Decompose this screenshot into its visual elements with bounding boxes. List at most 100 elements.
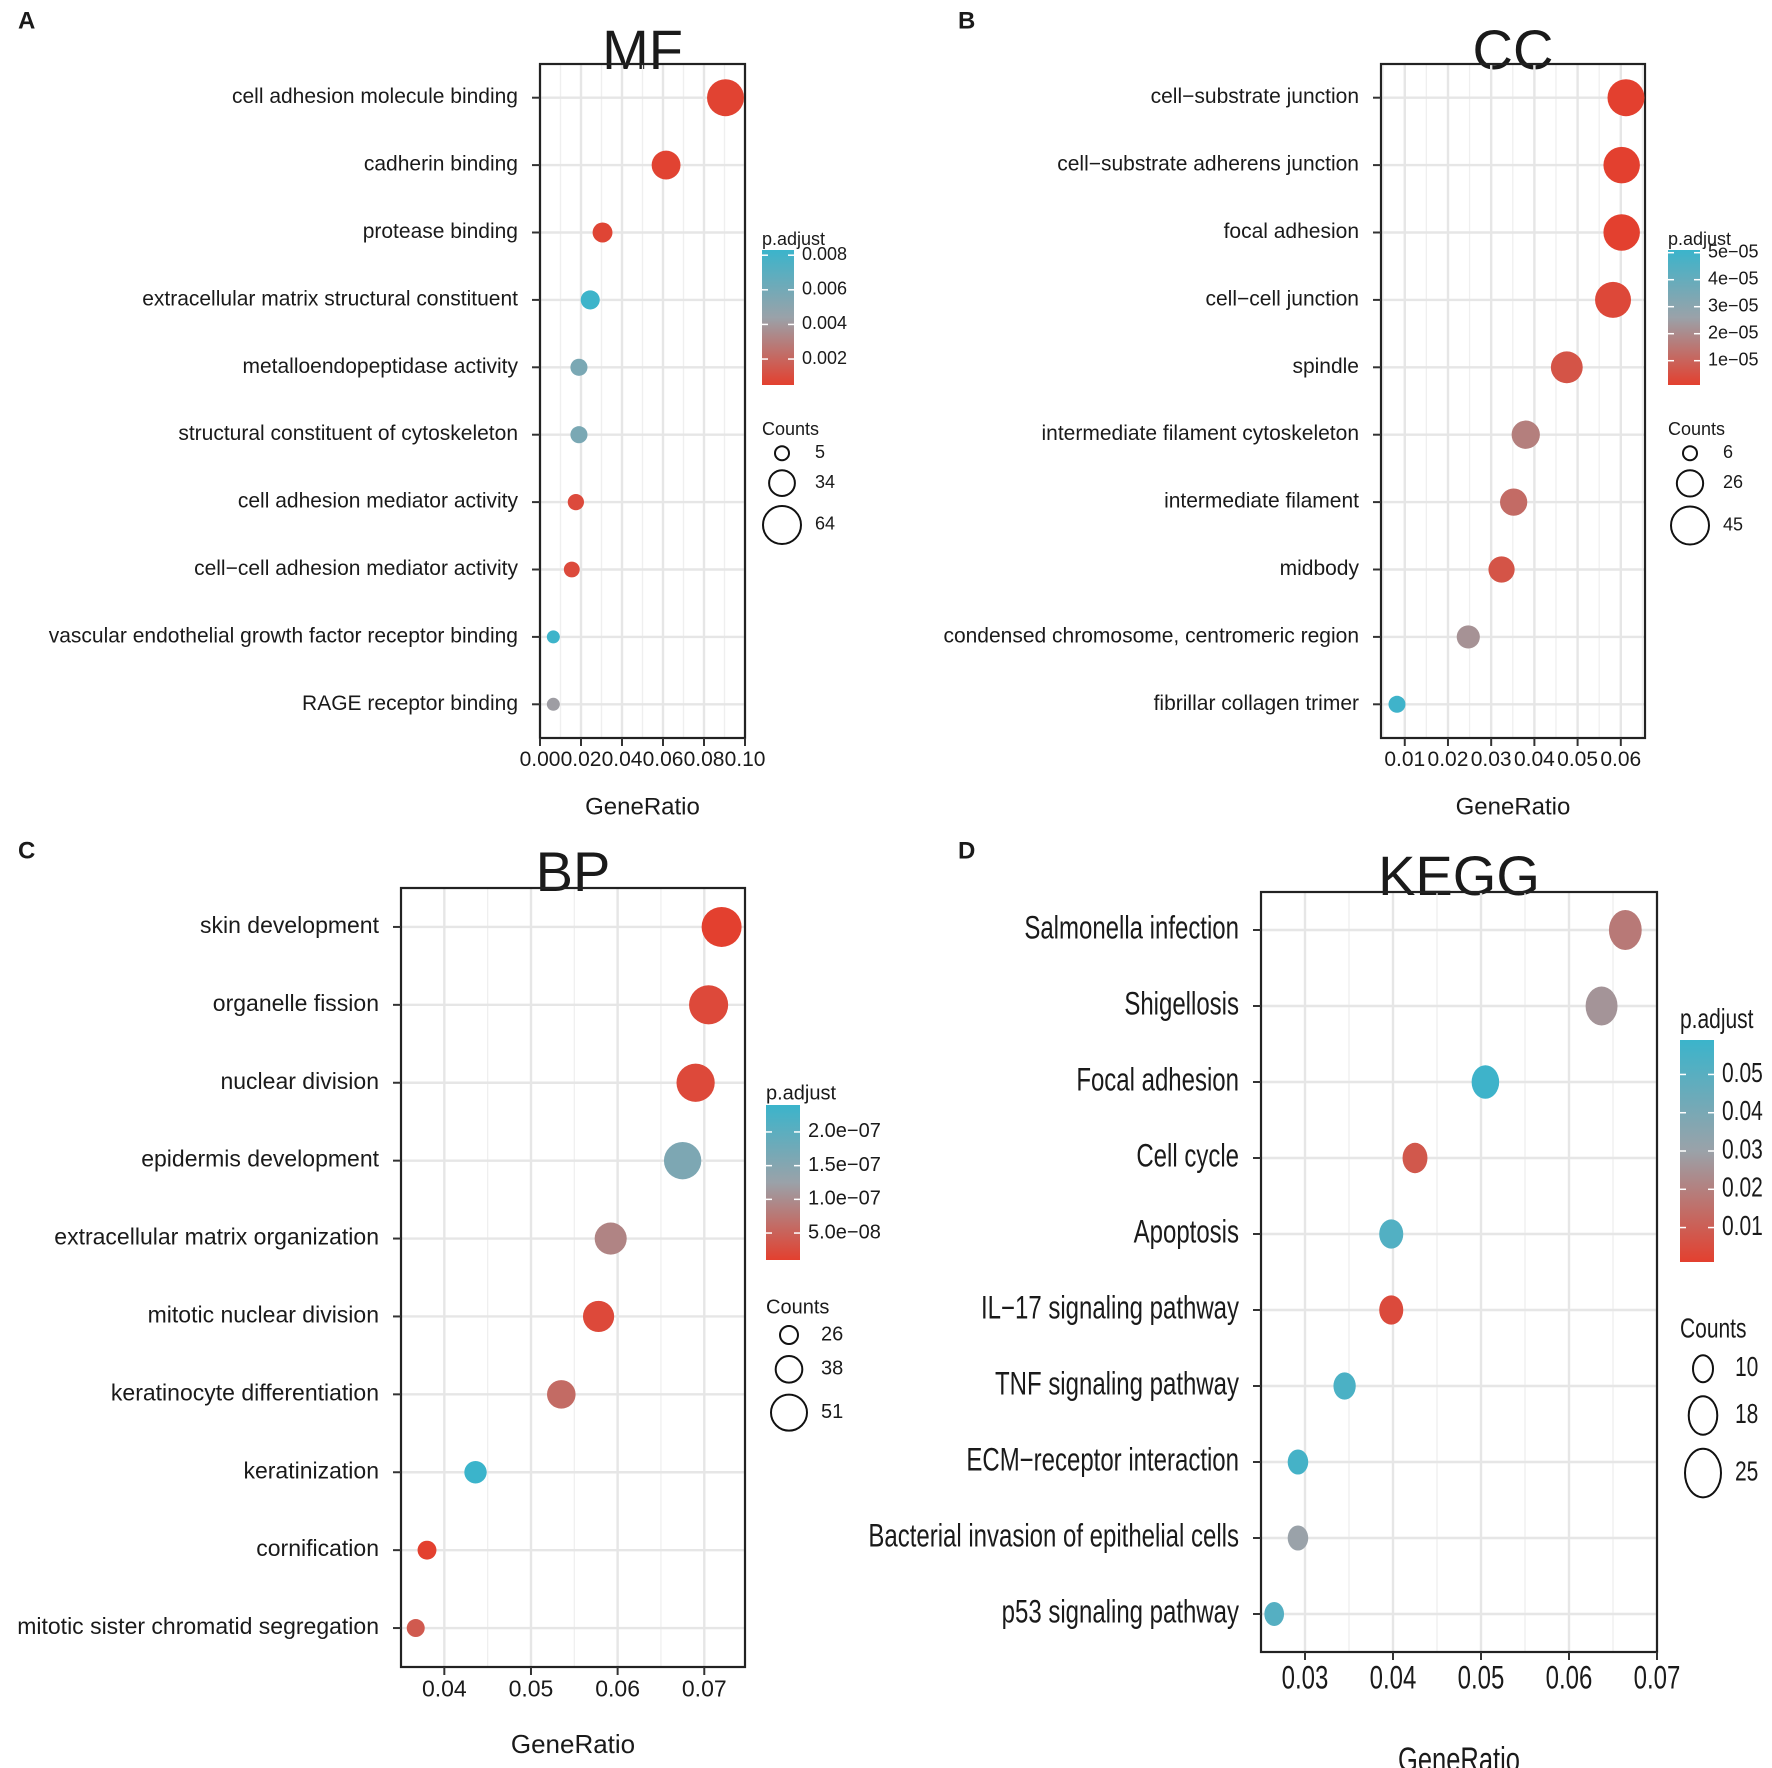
color-tick-label: 0.01 [1722,1211,1763,1242]
color-tick-label: 1.0e−07 [808,1188,881,1210]
data-point [417,1540,437,1560]
color-tick-label: 0.02 [1722,1173,1763,1204]
points [406,906,742,1638]
size-legend-circle [1692,1354,1714,1384]
y-tick-label: fibrillar collagen trimer [1154,692,1359,715]
size-legend-label: 26 [1723,472,1743,492]
color-tick-label: 3e−05 [1708,295,1759,315]
size-legend: Counts 26 38 51 [766,1296,843,1432]
size-legend-circle [1684,1447,1722,1499]
size-legend-label: 5 [815,442,825,462]
data-point [580,290,600,310]
x-tick-label: 0.01 [1384,748,1425,771]
x-tick-label: 0.06 [643,748,684,771]
size-legend-title: Counts [1680,1314,1747,1345]
x-tick-label: 0.06 [595,1676,640,1702]
data-point [689,985,729,1025]
y-tick-label: mitotic sister chromatid segregation [17,1613,379,1639]
size-legend: Counts 5 34 64 [762,419,835,545]
y-tick-label: intermediate filament cytoskeleton [1042,422,1360,445]
x-tick-label: 0.04 [1514,748,1555,771]
y-tick-label: IL−17 signaling pathway [981,1289,1240,1325]
data-point [651,150,681,180]
data-point [707,79,745,117]
y-tick-label: protease binding [363,220,518,243]
data-point [570,358,588,376]
color-bar [762,250,794,385]
data-point [1471,1065,1500,1099]
panel-letter: B [958,7,975,34]
y-tick-label: Focal adhesion [1076,1061,1239,1097]
y-tick-label: epidermis development [141,1146,379,1172]
y-tick-label: cadherin binding [364,153,518,176]
color-bar [766,1105,800,1260]
size-legend-circle [1675,469,1705,498]
x-tick-label: 0.05 [509,1676,554,1702]
color-tick-label: 2.0e−07 [808,1120,881,1142]
y-tick-label: spindle [1292,355,1359,378]
x-tick-label: 0.04 [1370,1659,1417,1695]
data-point [1550,351,1583,384]
color-tick-label: 0.04 [1722,1096,1763,1127]
chart-title: KEGG [1378,844,1540,907]
x-axis-label: GeneRatio [511,1729,635,1759]
size-legend-label: 45 [1723,514,1743,534]
x-axis-label: GeneRatio [1456,793,1571,820]
y-tick-label: cell−substrate junction [1151,85,1359,108]
size-legend-label: 25 [1735,1457,1758,1488]
data-point [563,561,580,578]
x-tick-label: 0.10 [725,748,766,771]
x-tick-label: 0.05 [1458,1659,1505,1695]
y-tick-label: cornification [256,1535,379,1561]
y-tick-label: cell−substrate adherens junction [1057,153,1359,176]
y-tick-label: metalloendopeptidase activity [242,355,518,378]
y-tick-label: midbody [1280,557,1360,580]
size-legend-label: 34 [815,472,835,492]
panel-letter: D [958,837,975,864]
y-tick-label: nuclear division [220,1068,379,1094]
color-tick-label: 0.002 [802,348,847,368]
size-legend-circle [1682,445,1698,462]
data-point [1388,695,1406,713]
y-tick-label: vascular endothelial growth factor recep… [49,624,518,647]
panel-c: C BP 0.04 0.05 0.06 0.07 GeneRatio skin develop… [17,837,881,1759]
size-legend-title: Counts [766,1296,829,1318]
data-point [546,630,560,644]
x-tick-label: 0.05 [1557,748,1598,771]
panel-d: D KEGG 0.03 0.04 0.05 0.06 0.07 GeneRatio Salmon… [868,837,1763,1768]
x-tick-label: 0.04 [422,1676,467,1702]
data-point [464,1461,487,1484]
panel-letter: A [18,7,35,34]
x-tick-label: 0.03 [1471,748,1512,771]
y-tick-label: condensed chromosome, centromeric region [943,624,1359,647]
panel-b: B CC0.01 0.02 0.03 0.04 0.05 0.06GeneRatiocell… [943,7,1758,820]
x-tick-label: 0.06 [1600,748,1641,771]
size-legend-label: 6 [1723,442,1733,462]
x-tick-label: 0.02 [1428,748,1469,771]
data-point [1603,214,1640,251]
x-tick-label: 0.02 [561,748,602,771]
data-point [594,1222,627,1255]
x-tick-label: 0.07 [682,1676,727,1702]
y-tick-label: Apoptosis [1134,1213,1239,1249]
x-axis-label: GeneRatio [585,793,700,820]
data-point [592,222,613,243]
size-legend-circle [768,469,796,497]
x-axis-label: GeneRatio [1398,1742,1520,1768]
data-point [547,1380,576,1409]
y-tick-label: p53 signaling pathway [1002,1593,1240,1629]
data-point [1511,420,1540,449]
size-legend-title: Counts [1668,419,1725,439]
y-tick-label: focal adhesion [1224,220,1359,243]
panel-a: A MF0.00 0.02 0.04 0.06 0.08 0.10GeneRatiocell… [18,7,847,820]
data-point [1488,556,1515,583]
color-legend: p.adjust 0.05 0.04 0.03 0.02 0.01 [1680,1004,1763,1262]
data-point [1595,281,1632,318]
data-point [567,493,585,511]
size-legend-label: 64 [815,514,835,534]
data-point [1585,986,1618,1026]
y-tick-label: cell−cell junction [1205,287,1359,310]
